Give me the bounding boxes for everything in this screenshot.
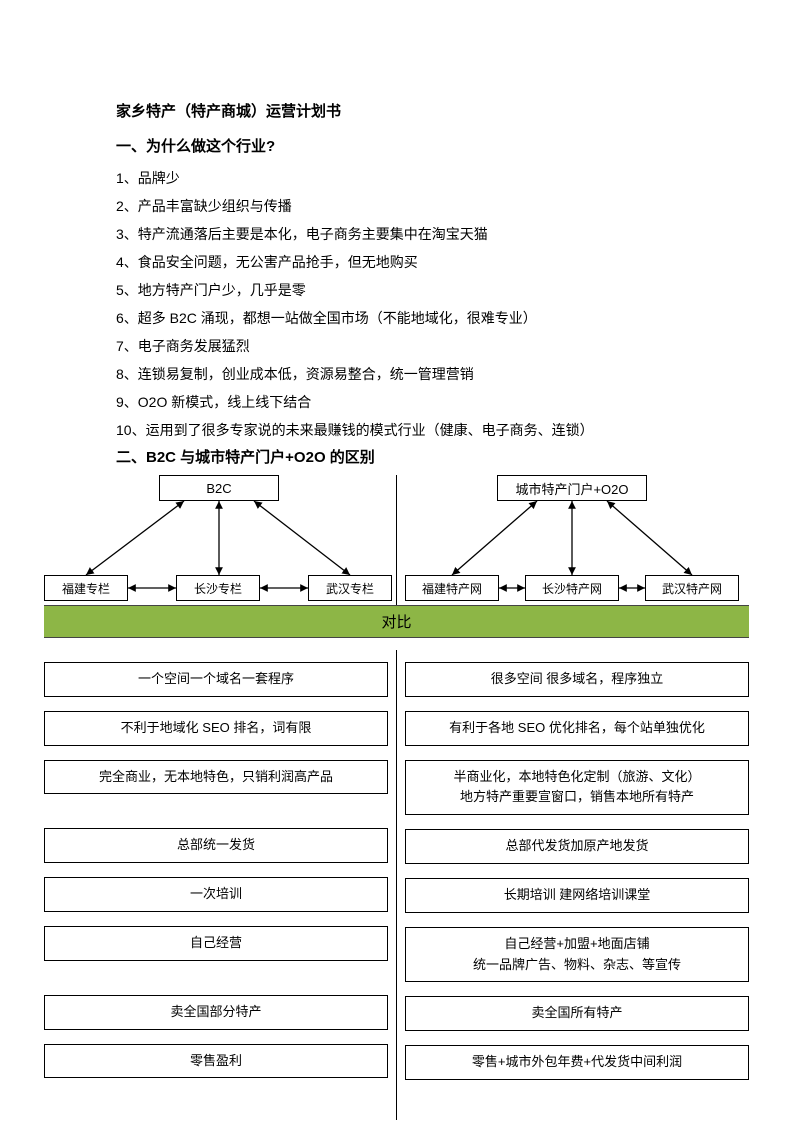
list-item: 4、食品安全问题，无公害产品抢手，但无地购买 [116, 248, 749, 276]
diagram: B2C 福建专栏 长沙专栏 武汉专栏 城市特产门户+O2O 福建特产网 长沙特产… [44, 475, 749, 605]
compare-cell: 不利于地域化 SEO 排名，词有限 [44, 711, 388, 746]
compare-cell: 总部代发货加原产地发货 [405, 829, 749, 864]
list-item: 1、品牌少 [116, 164, 749, 192]
diagram-node: 武汉特产网 [645, 575, 739, 601]
compare-left-col: 一个空间一个域名一套程序 不利于地域化 SEO 排名，词有限 完全商业，无本地特… [44, 650, 396, 1120]
section1-heading: 一、为什么做这个行业? [116, 135, 749, 156]
compare-cell: 很多空间 很多域名，程序独立 [405, 662, 749, 697]
compare-cell: 长期培训 建网络培训课堂 [405, 878, 749, 913]
section1-list: 1、品牌少 2、产品丰富缺少组织与传播 3、特产流通落后主要是本化，电子商务主要… [116, 164, 749, 444]
diagram-node: 长沙特产网 [525, 575, 619, 601]
list-item: 5、地方特产门户少，几乎是零 [116, 276, 749, 304]
diagram-left: B2C 福建专栏 长沙专栏 武汉专栏 [44, 475, 396, 605]
compare-cell: 自己经营+加盟+地面店铺统一品牌广告、物料、杂志、等宣传 [405, 927, 749, 983]
list-item: 2、产品丰富缺少组织与传播 [116, 192, 749, 220]
list-item: 7、电子商务发展猛烈 [116, 332, 749, 360]
compare-banner: 对比 [44, 605, 749, 638]
diagram-node: 福建特产网 [405, 575, 499, 601]
diagram-node: 福建专栏 [44, 575, 128, 601]
compare-cell: 一个空间一个域名一套程序 [44, 662, 388, 697]
list-item: 10、运用到了很多专家说的未来最赚钱的模式行业（健康、电子商务、连锁） [116, 416, 749, 444]
compare-cell: 零售盈利 [44, 1044, 388, 1079]
diagram-top-box: 城市特产门户+O2O [497, 475, 647, 501]
list-item: 3、特产流通落后主要是本化，电子商务主要集中在淘宝天猫 [116, 220, 749, 248]
compare-cell: 卖全国所有特产 [405, 996, 749, 1031]
compare-cell: 自己经营 [44, 926, 388, 961]
compare-right-col: 很多空间 很多域名，程序独立 有利于各地 SEO 优化排名，每个站单独优化 半商… [397, 650, 749, 1120]
compare-cell: 完全商业，无本地特色，只销利润高产品 [44, 760, 388, 795]
page-title: 家乡特产（特产商城）运营计划书 [116, 100, 749, 121]
diagram-node: 武汉专栏 [308, 575, 392, 601]
diagram-node: 长沙专栏 [176, 575, 260, 601]
compare-body: 一个空间一个域名一套程序 不利于地域化 SEO 排名，词有限 完全商业，无本地特… [44, 650, 749, 1120]
diagram-right: 城市特产门户+O2O 福建特产网 长沙特产网 武汉特产网 [397, 475, 749, 605]
compare-cell: 有利于各地 SEO 优化排名，每个站单独优化 [405, 711, 749, 746]
diagram-top-box: B2C [159, 475, 279, 501]
list-item: 8、连锁易复制，创业成本低，资源易整合，统一管理营销 [116, 360, 749, 388]
compare-cell: 零售+城市外包年费+代发货中间利润 [405, 1045, 749, 1080]
list-item: 6、超多 B2C 涌现，都想一站做全国市场（不能地域化，很难专业） [116, 304, 749, 332]
compare-cell: 半商业化，本地特色化定制（旅游、文化）地方特产重要宣窗口，销售本地所有特产 [405, 760, 749, 816]
list-item: 9、O2O 新模式，线上线下结合 [116, 388, 749, 416]
compare-cell: 总部统一发货 [44, 828, 388, 863]
page-content: 家乡特产（特产商城）运营计划书 一、为什么做这个行业? 1、品牌少 2、产品丰富… [44, 100, 749, 1120]
compare-cell: 一次培训 [44, 877, 388, 912]
compare-cell: 卖全国部分特产 [44, 995, 388, 1030]
section2-heading: 二、B2C 与城市特产门户+O2O 的区别 [116, 446, 749, 467]
